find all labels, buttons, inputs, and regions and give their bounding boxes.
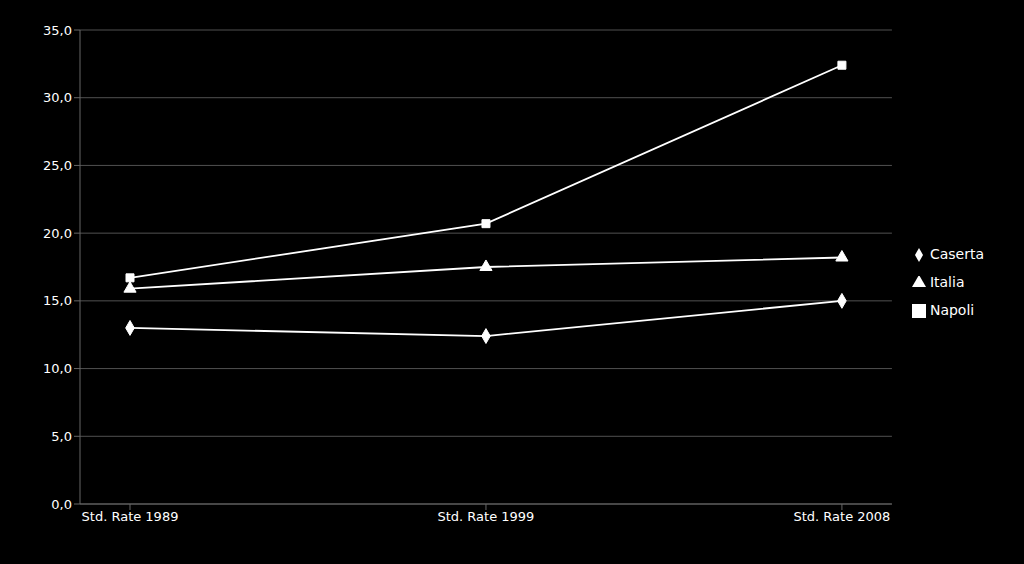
svg-text:20,0: 20,0 — [43, 226, 72, 241]
html-text:Italia: Italia — [929, 274, 965, 290]
svg-text:Std. Rate 1999: Std. Rate 1999 — [438, 509, 535, 524]
svg-text:25,0: 25,0 — [43, 158, 72, 173]
svg-text:Std. Rate 1989: Std. Rate 1989 — [82, 509, 179, 524]
svg-text:35,0: 35,0 — [43, 23, 72, 38]
svg-text:15,0: 15,0 — [43, 293, 72, 308]
svg-text:30,0: 30,0 — [43, 90, 72, 105]
html-text:Caserta: Caserta — [929, 246, 984, 262]
svg-text:Std. Rate 2008: Std. Rate 2008 — [793, 509, 890, 524]
svg-text:0,0: 0,0 — [51, 497, 72, 512]
svg-text:5,0: 5,0 — [51, 429, 72, 444]
svg-text:10,0: 10,0 — [43, 361, 72, 376]
html-text:Napoli: Napoli — [929, 302, 975, 318]
